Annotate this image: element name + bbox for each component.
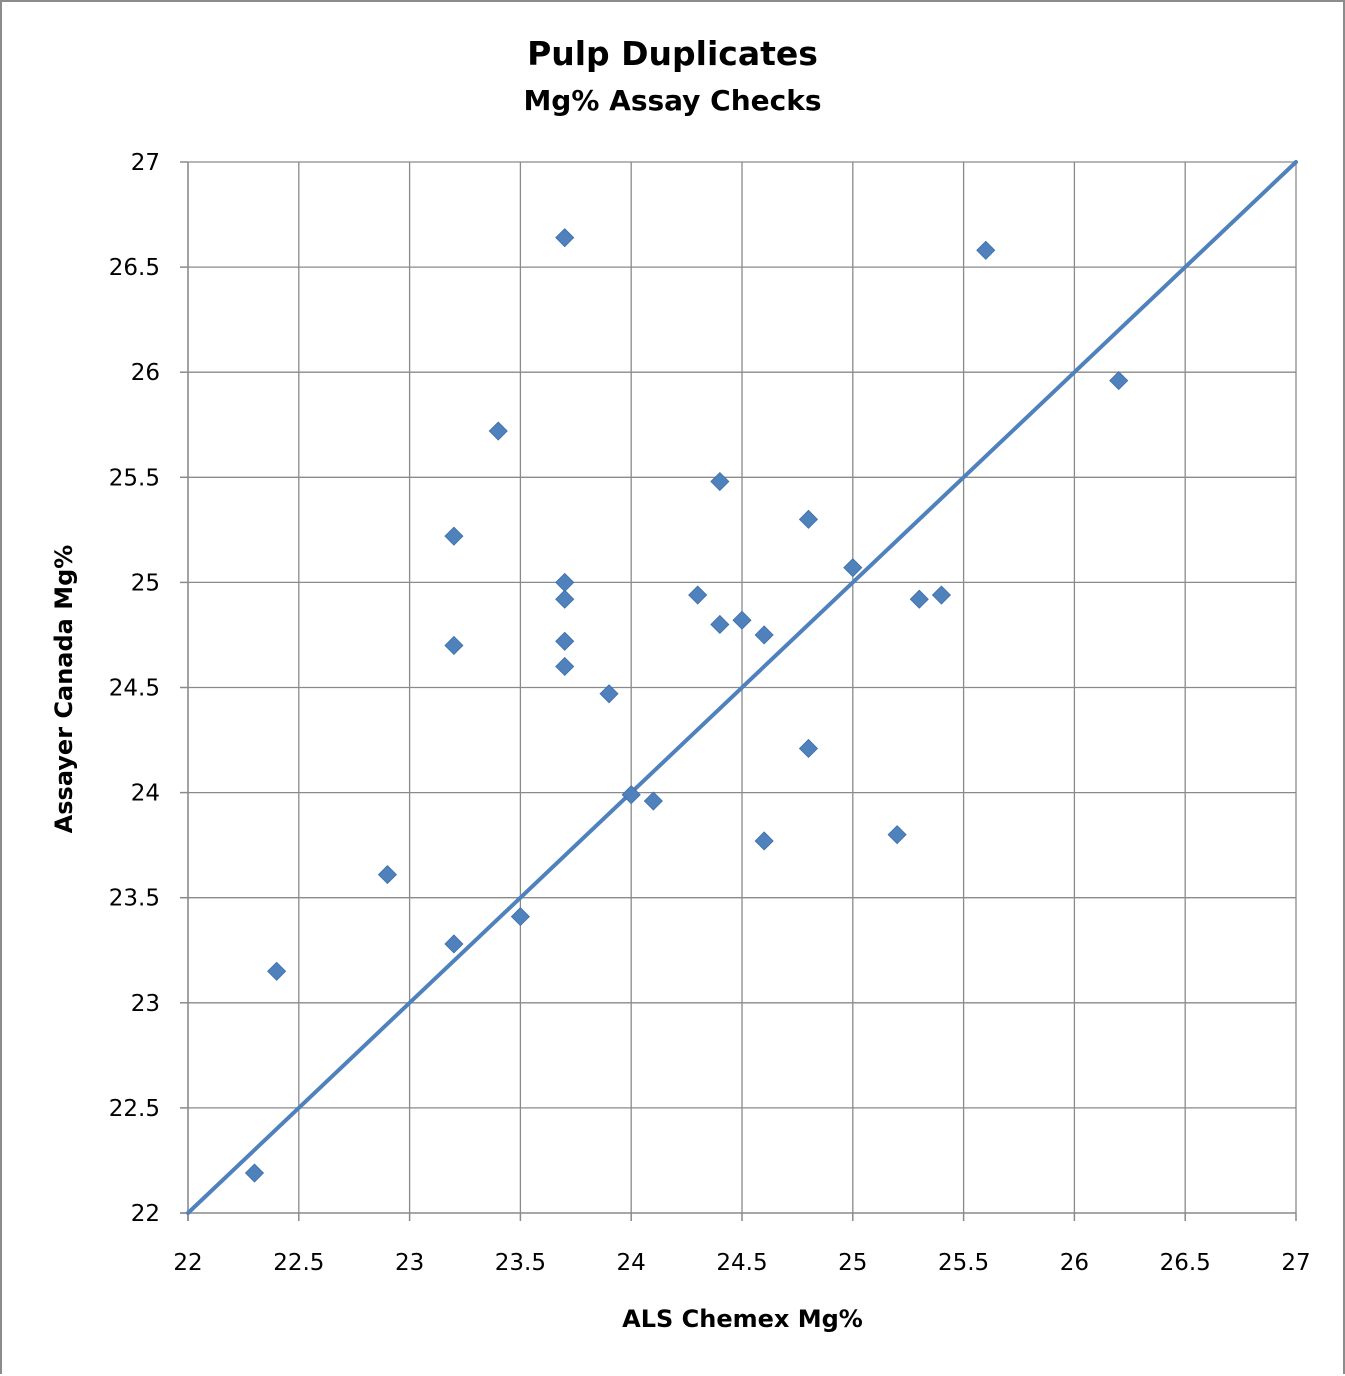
x-tick-label: 22 bbox=[173, 1250, 202, 1276]
data-points bbox=[244, 228, 1129, 1183]
x-tick-label: 24 bbox=[617, 1250, 646, 1276]
x-tick-label: 26 bbox=[1060, 1250, 1089, 1276]
data-point bbox=[643, 791, 663, 811]
chart-subtitle: Mg% Assay Checks bbox=[523, 84, 822, 117]
data-point bbox=[599, 684, 619, 704]
y-tick-label: 25.5 bbox=[109, 465, 160, 491]
data-point bbox=[555, 656, 575, 677]
data-point bbox=[555, 589, 575, 609]
data-point bbox=[909, 589, 929, 609]
data-point bbox=[510, 907, 530, 927]
x-tick-label: 26.5 bbox=[1160, 1250, 1211, 1276]
data-point bbox=[931, 585, 952, 605]
y-tick-label: 26.5 bbox=[109, 255, 160, 281]
y-tick-label: 24 bbox=[131, 781, 160, 807]
data-point bbox=[621, 785, 641, 805]
x-tick-label: 23.5 bbox=[495, 1250, 546, 1276]
x-tick-labels: 22 22.5 23 23.5 24 24.5 25 25.5 26 26.5 27 bbox=[173, 1250, 1310, 1276]
data-point bbox=[887, 825, 907, 845]
data-point bbox=[377, 865, 398, 885]
data-point bbox=[555, 228, 575, 248]
data-point bbox=[488, 421, 508, 441]
reference-line bbox=[186, 160, 1298, 1215]
data-point bbox=[710, 614, 730, 635]
y-tick-label: 23.5 bbox=[109, 886, 160, 912]
y-tick-label: 26 bbox=[131, 360, 160, 386]
data-point bbox=[798, 509, 819, 529]
x-tick-label: 24.5 bbox=[716, 1250, 767, 1276]
data-point bbox=[555, 631, 575, 651]
x-tick-label: 22.5 bbox=[273, 1250, 324, 1276]
data-point bbox=[976, 240, 996, 260]
data-point bbox=[710, 471, 730, 492]
x-axis-label: ALS Chemex Mg% bbox=[622, 1305, 863, 1333]
data-point bbox=[555, 572, 575, 592]
x-tick-label: 27 bbox=[1281, 1250, 1310, 1276]
y-tick-label: 23 bbox=[131, 991, 160, 1017]
y-tick-label: 25 bbox=[131, 570, 160, 596]
y-tick-labels: 22 22.5 23 23.5 24 24.5 25 25.5 26 26.5 27 bbox=[109, 150, 160, 1227]
reference-line-group bbox=[186, 160, 1298, 1215]
data-point bbox=[754, 625, 774, 645]
data-point bbox=[843, 558, 863, 578]
x-tick-label: 25 bbox=[838, 1250, 867, 1276]
axes bbox=[180, 161, 1297, 1221]
data-point bbox=[798, 738, 819, 759]
y-tick-label: 24.5 bbox=[109, 676, 160, 702]
y-tick-label: 27 bbox=[131, 150, 160, 176]
y-axis-label: Assayer Canada Mg% bbox=[50, 544, 78, 834]
data-point bbox=[444, 934, 464, 954]
x-tick-label: 23 bbox=[395, 1250, 424, 1276]
data-point bbox=[444, 635, 464, 656]
data-point bbox=[754, 831, 774, 851]
data-point bbox=[244, 1163, 265, 1183]
data-point bbox=[688, 585, 708, 605]
y-tick-label: 22 bbox=[131, 1201, 160, 1227]
data-point bbox=[267, 961, 287, 981]
x-tick-label: 25.5 bbox=[938, 1250, 989, 1276]
chart-title: Pulp Duplicates bbox=[527, 34, 818, 73]
data-point bbox=[444, 526, 464, 546]
data-point bbox=[732, 610, 752, 630]
data-point bbox=[1109, 371, 1129, 391]
y-tick-label: 22.5 bbox=[109, 1096, 160, 1122]
